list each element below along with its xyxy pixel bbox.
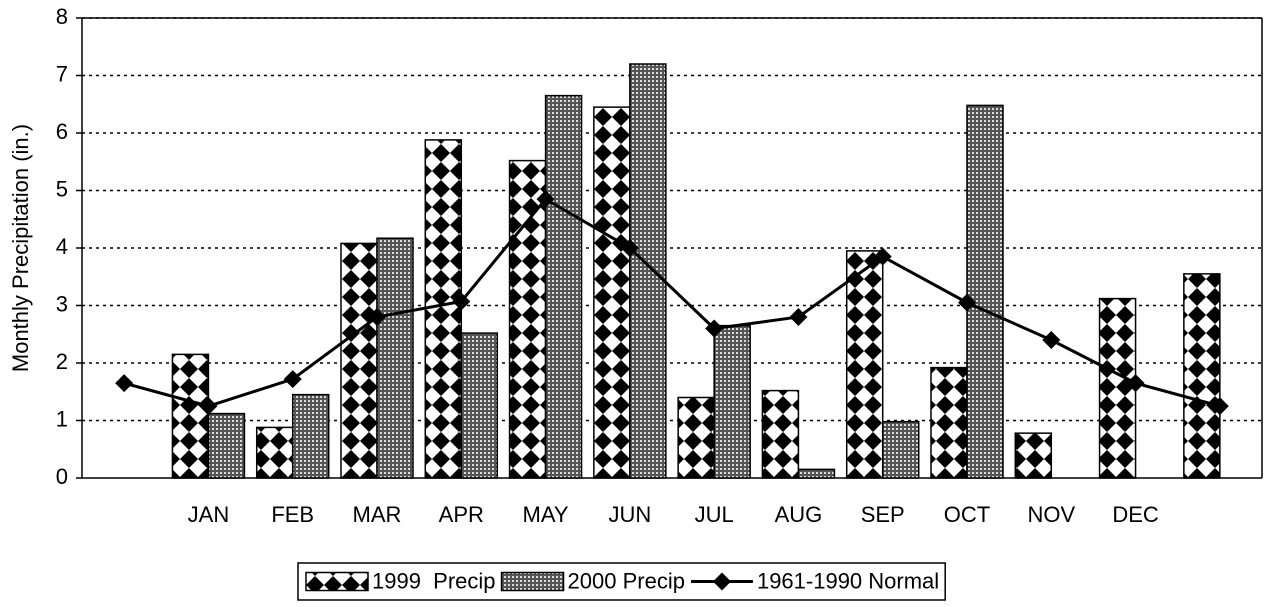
x-tick-label: OCT: [944, 502, 990, 527]
marker: [620, 239, 639, 257]
bar: [460, 332, 499, 479]
x-tick-label: DEC: [1112, 502, 1159, 527]
legend-swatch: [305, 571, 369, 592]
y-tick-label: 8: [56, 4, 68, 29]
line: [123, 197, 1221, 408]
marker: [958, 293, 976, 312]
x-tick-label: MAR: [353, 502, 402, 527]
marker: [368, 308, 386, 326]
x-tick-label: NOV: [1027, 502, 1075, 527]
bar: [544, 94, 583, 479]
bar: [255, 426, 294, 479]
bar: [291, 393, 330, 479]
bar: [629, 63, 667, 479]
bar: [677, 396, 715, 479]
marker: [873, 247, 892, 266]
y-tick-label: 7: [56, 61, 68, 86]
y-tick-label: 3: [56, 291, 68, 316]
marker: [199, 397, 218, 416]
bar: [845, 250, 884, 479]
bar: [1098, 297, 1137, 479]
bar: [376, 237, 414, 479]
bar: [713, 324, 751, 479]
y-tick-label: 5: [56, 176, 68, 201]
y-tick-label: 2: [56, 349, 68, 374]
legend-swatch: [500, 571, 565, 592]
x-tick-label: MAY: [523, 502, 569, 527]
bar: [340, 242, 378, 479]
legend-box: [297, 562, 946, 601]
bar: [171, 353, 210, 479]
x-tick-label: SEP: [861, 502, 905, 527]
bar: [1014, 432, 1053, 479]
legend-label: 1961-1990 Normal: [757, 568, 939, 593]
marker: [1042, 331, 1061, 349]
marker: [712, 572, 731, 591]
y-tick-label: 1: [56, 406, 68, 431]
x-tick-label: FEB: [271, 502, 314, 527]
bar: [881, 420, 920, 479]
x-tick-label: JUL: [695, 502, 734, 527]
marker: [283, 370, 302, 389]
marker: [789, 308, 808, 326]
y-tick-label: 4: [56, 234, 68, 259]
bar: [797, 468, 836, 479]
legend-label: 1999 Precip: [372, 568, 496, 593]
x-tick-label: AUG: [775, 502, 823, 527]
y-axis-label: Monthly Precipitation (in.): [8, 124, 33, 372]
bar: [1183, 273, 1221, 479]
marker: [115, 374, 134, 393]
marker: [1210, 397, 1229, 416]
y-tick-label: 6: [56, 119, 68, 144]
legend-label: 2000 Precip: [568, 568, 685, 593]
bar: [930, 366, 968, 479]
bar: [424, 139, 463, 479]
x-tick-label: JUN: [608, 502, 651, 527]
marker: [536, 190, 555, 209]
bar: [207, 412, 246, 479]
x-tick-label: JAN: [188, 502, 230, 527]
bar: [508, 159, 547, 479]
marker: [452, 292, 471, 311]
x-tick-label: APR: [439, 502, 484, 527]
bar: [761, 389, 800, 479]
marker: [705, 319, 724, 338]
bar: [593, 106, 631, 479]
marker: [1126, 374, 1145, 393]
y-tick-label: 0: [56, 464, 68, 489]
bar: [966, 104, 1004, 479]
